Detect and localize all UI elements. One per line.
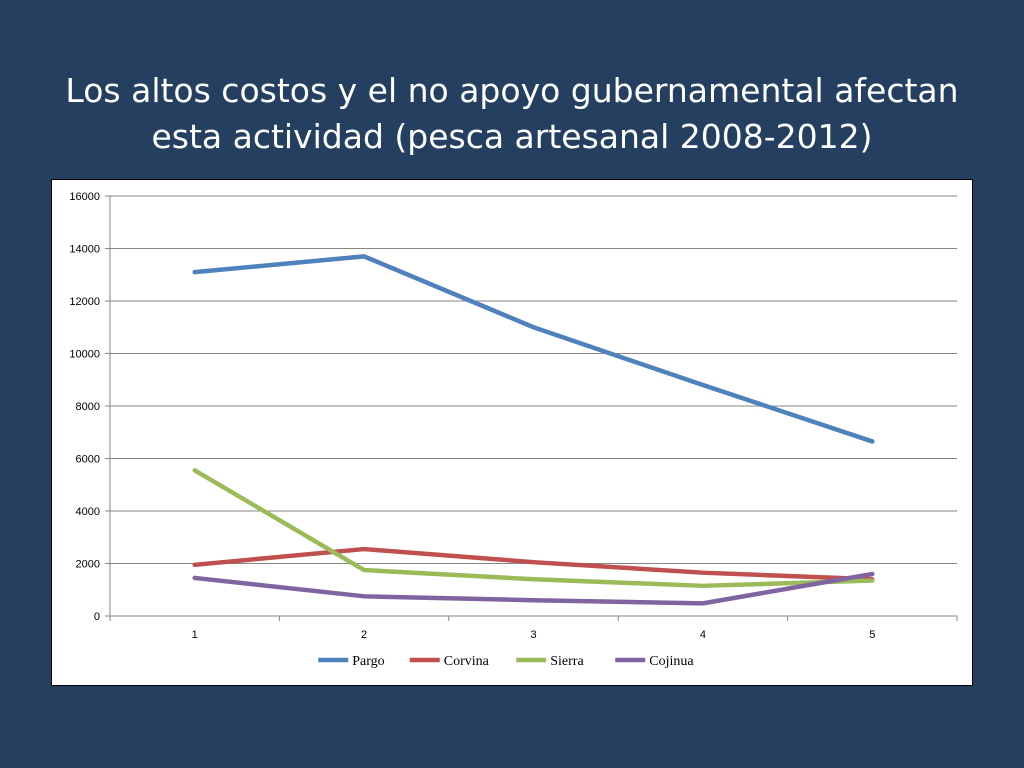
x-tick-label: 1 [192,629,198,641]
slide-title-line-1: Los altos costos y el no apoyo gubername… [65,71,959,110]
slide-title: Los altos costos y el no apoyo gubername… [40,68,984,160]
legend: Pargo Corvina Sierra Cojinua [318,654,694,669]
x-tick-label: 2 [361,629,367,641]
y-tick-label: 6000 [76,454,100,466]
y-tick-label: 12000 [69,296,100,308]
gridlines [110,195,957,564]
legend-item-cojinua: Cojinua [615,654,694,669]
legend-item-pargo: Pargo [318,654,385,669]
chart-container: 0 2000 4000 6000 8000 10000 12000 14000 16000 1 2 3… [51,179,973,686]
series-line-pargo [192,254,875,444]
legend-label: Pargo [352,654,384,669]
legend-item-corvina: Corvina [409,654,490,669]
y-tick-label: 4000 [76,506,100,518]
legend-label: Sierra [550,654,584,669]
legend-item-sierra: Sierra [516,654,584,669]
x-tick-label: 5 [869,629,875,641]
series-line-sierra [192,468,875,589]
line-chart: 0 2000 4000 6000 8000 10000 12000 14000 16000 1 2 3… [69,191,958,669]
series-line-corvina [192,546,875,582]
series-line-cojinua [192,571,875,606]
y-tick-label: 8000 [76,401,100,413]
x-tick-label: 3 [530,629,536,641]
axes: 0 2000 4000 6000 8000 10000 12000 14000 16000 1 2 3… [69,191,958,641]
y-tick-label: 0 [94,611,100,623]
x-tick-label: 4 [700,629,706,641]
slide-title-line-2: esta actividad (pesca artesanal 2008-201… [151,117,873,156]
series-lines [192,254,875,606]
y-tick-label: 16000 [69,191,100,203]
y-tick-label: 10000 [69,349,100,361]
legend-label: Corvina [444,654,490,669]
legend-label: Cojinua [649,654,694,669]
y-tick-label: 2000 [76,559,100,571]
y-tick-label: 14000 [69,244,100,256]
